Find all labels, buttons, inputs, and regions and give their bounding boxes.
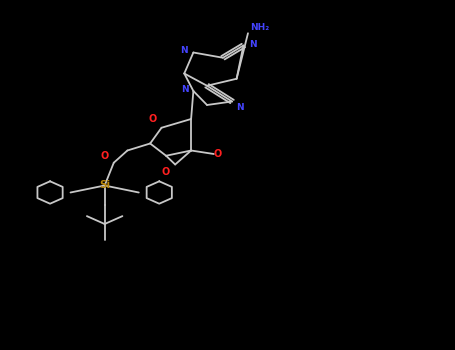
Text: N: N [237,103,244,112]
Text: O: O [101,151,109,161]
Text: O: O [162,167,170,177]
Text: N: N [249,40,257,49]
Text: N: N [180,46,188,55]
Text: Si: Si [99,180,110,190]
Text: N: N [181,85,189,94]
Text: O: O [149,114,157,124]
Text: O: O [214,149,222,159]
Text: NH₂: NH₂ [250,22,269,32]
